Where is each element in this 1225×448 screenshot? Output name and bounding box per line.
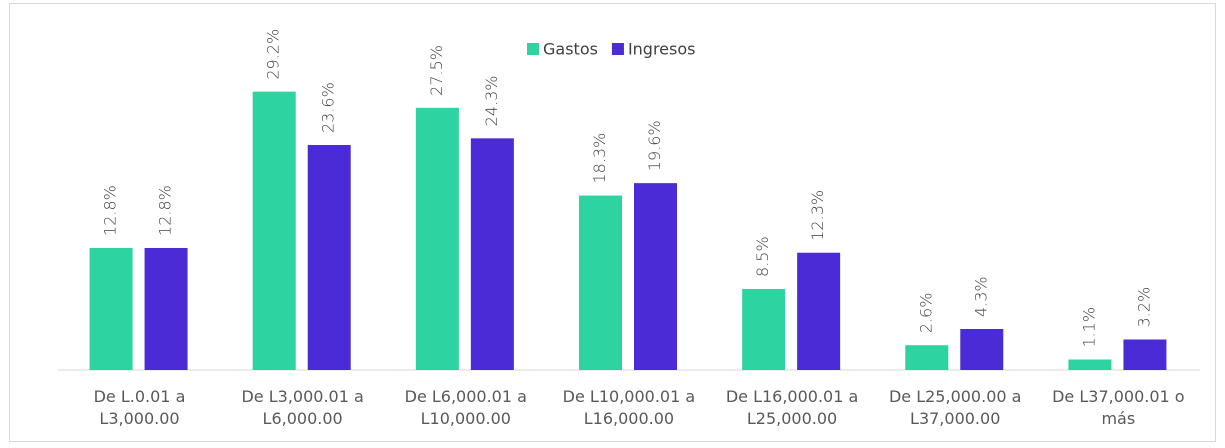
x-tick-label: De L3,000.01 a L6,000.00	[241, 387, 364, 428]
bar	[1123, 339, 1167, 370]
data-label: 23.6%	[319, 82, 338, 133]
data-label: 27.5%	[427, 45, 446, 96]
data-label: 1.1%	[1079, 307, 1098, 348]
data-label: 29.2%	[264, 29, 283, 80]
data-label: 4.3%	[971, 276, 990, 317]
x-tick-label: De L6,000.01 a L10,000.00	[404, 387, 527, 428]
bar	[634, 183, 677, 370]
bar	[144, 247, 188, 370]
data-label: 12.3%	[808, 190, 827, 241]
legend-swatch	[527, 43, 539, 55]
bar	[579, 195, 622, 370]
data-label: 12.8%	[156, 185, 175, 236]
data-label: 18.3%	[590, 133, 609, 184]
bar	[905, 345, 949, 370]
chart-border	[9, 3, 1216, 442]
data-label: 12.8%	[101, 185, 120, 236]
data-label: 3.2%	[1134, 287, 1153, 328]
bar	[89, 247, 133, 370]
bar	[470, 138, 514, 370]
bar	[252, 91, 296, 371]
bar	[415, 107, 459, 370]
bar	[797, 252, 841, 370]
x-tick-label: De L.0.01 a L3,000.00	[93, 387, 186, 428]
data-label: 2.6%	[916, 293, 935, 334]
bar	[742, 288, 786, 370]
x-tick-label: De L16,000.01 a L25,000.00	[725, 387, 859, 428]
bar	[1068, 359, 1112, 370]
legend-label: Ingresos	[628, 40, 696, 59]
bar	[307, 145, 351, 370]
data-label: 24.3%	[482, 76, 501, 127]
x-tick-label: De L25,000.00 a L37,000.00	[888, 387, 1022, 428]
bar	[960, 329, 1004, 370]
legend-swatch	[611, 43, 624, 55]
legend-label: Gastos	[543, 40, 598, 59]
data-label: 19.6%	[645, 120, 664, 171]
x-tick-label: De L10,000.01 a L16,000.00	[562, 387, 696, 428]
x-tick-label: De L37,000.01 o más	[1052, 387, 1185, 428]
data-label: 8.5%	[753, 236, 772, 277]
